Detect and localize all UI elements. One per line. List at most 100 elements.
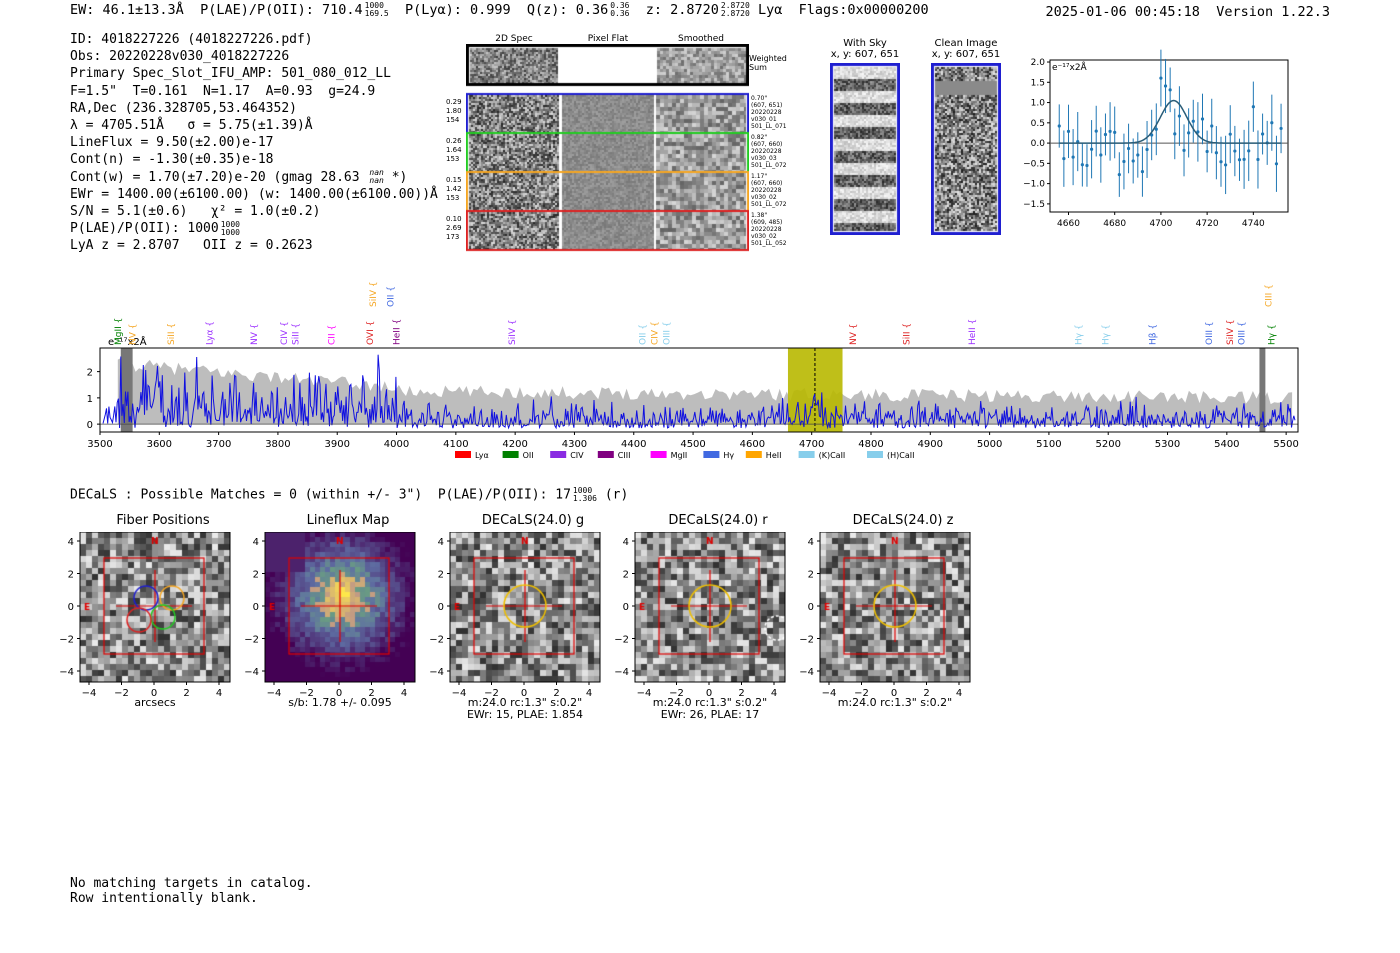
withsky-title: With Sky x, y: 607, 651 (830, 38, 900, 60)
stamp-title: Lineflux Map (306, 513, 390, 528)
stamp-ytick-label: 4 (623, 537, 629, 548)
info-plae-upper: 1000 (220, 219, 240, 229)
emission-line-label: CIV { (280, 321, 290, 345)
stamp-ytick-label: 0 (253, 602, 259, 613)
info-lineflux: LineFlux = 9.50(±2.00)e-17 (70, 135, 274, 151)
z-value: z: 2.8720 (645, 2, 719, 18)
zoom-axes-frame (1049, 59, 1289, 213)
spec-row-fiber-info: 1.17" (607, 660) 20220228 v030_02 501_LL_072 (751, 173, 787, 208)
zoom-data-point (1260, 132, 1265, 136)
emission-line-label: OVI { (366, 321, 376, 345)
zoom-data-point (1099, 153, 1103, 157)
stamp-image (450, 532, 600, 682)
emission-line-label: Hγ { (1101, 324, 1111, 345)
zoom-data-point (1159, 76, 1163, 80)
qz-lower: 0.36 (610, 9, 630, 18)
spec-row-stat: 173 (446, 233, 460, 241)
stamp-frame (264, 532, 416, 683)
spectrum-ytick-label: 2 (87, 368, 93, 379)
zoom-data-point (1154, 127, 1158, 131)
zoom-data-point (1210, 124, 1214, 128)
zoom-xtick-label: 4700 (1149, 219, 1172, 229)
legend-label: MgII (671, 451, 688, 460)
stamp-xtick-label: 4 (586, 688, 592, 699)
spectrum-xtick-label: 4600 (740, 439, 765, 450)
clean-image (931, 63, 1001, 235)
spec-row-fiber-line: 0.82" (751, 134, 768, 141)
col-2dspec-title: 2D Spec (495, 34, 533, 44)
spec-row-stat: 1.64 (446, 146, 462, 154)
stamp-xtick-label: −4 (452, 688, 467, 699)
emission-line-label: NV { (849, 324, 859, 345)
weighted-sum-label: Weighted Sum (749, 54, 787, 72)
info-redshifts: LyA z = 2.8707 OII z = 0.2623 (70, 238, 313, 254)
spec-row-fiber-line: (609, 485) (751, 219, 783, 226)
decals-summary-text: DECaLS : Possible Matches = 0 (within +/… (70, 487, 571, 503)
spec-row-stat: 2.69 (446, 224, 462, 232)
zoom-data-point (1168, 88, 1172, 92)
spec2d-image-grid (466, 44, 749, 254)
stamp-xtick-label: −4 (267, 688, 282, 699)
stamp-ytick-label: 2 (808, 570, 814, 581)
spectrum-xtick-label: 4400 (621, 439, 646, 450)
spec-row-stat: 0.29 (446, 98, 462, 106)
zoom-data-point (1163, 84, 1168, 88)
spectrum-xtick-label: 5100 (1036, 439, 1061, 450)
zoom-xtick-label: 4680 (1103, 219, 1126, 229)
spec-row-fiber-line: 0.70" (751, 95, 768, 102)
spectrum-xtick-label: 4000 (384, 439, 409, 450)
qz-value: Q(z): 0.36 (526, 2, 609, 18)
info-plae-text: P(LAE)/P(OII): 1000 (70, 221, 219, 237)
clean-label: Clean Image (934, 38, 998, 49)
info-lambda: λ = 4705.51Å σ = 5.75(±1.39)Å (70, 118, 313, 134)
masked-region (1259, 348, 1266, 432)
spectrum-xtick-label: 5300 (1155, 439, 1180, 450)
zoom-data-point (1071, 155, 1075, 159)
stamp-ytick-label: 0 (623, 602, 629, 613)
qz-upper: 0.36 (610, 1, 630, 10)
emission-line-label: SiII { (167, 323, 177, 345)
stamp-caption: m:24.0 rc:1.3" s:0.2" EWr: 15, PLAE: 1.85… (450, 697, 600, 721)
emission-line-label: SiIV { (369, 281, 379, 307)
spectrum-ytick-label: 0 (87, 420, 93, 431)
info-obs: Obs: 20220228v030_4018227226 (70, 49, 290, 65)
legend-swatch (745, 451, 762, 458)
stamp-caption-line: m:24.0 rc:1.3" s:0.2" (467, 696, 583, 709)
stamp-ytick-label: −4 (244, 667, 259, 678)
legend-label: Hγ (723, 451, 734, 460)
zoom-spectrum-plot: 2.0 1.5 1.0 0.5 0.0 −0.5 −1.0 −1.5 4660 4680 4700 4… (1023, 49, 1289, 229)
spec-row-stat: 0.10 (446, 215, 462, 223)
emission-line-label: CII { (327, 325, 337, 345)
stamp-ytick-label: −4 (614, 667, 629, 678)
stamp-ytick-label: −2 (799, 635, 814, 646)
stamp-ytick-label: 4 (253, 537, 259, 548)
legend-label: OII (523, 451, 534, 460)
zoom-data-point (1219, 160, 1223, 164)
zoom-ytick-label: 2.0 (1031, 58, 1046, 68)
emission-line-label: Hβ { (1149, 324, 1159, 345)
stamp-caption: s/b: 1.78 +/- 0.095 (265, 697, 415, 709)
spectrum-axes-frame (99, 347, 1299, 433)
stamp-ytick-label: −2 (59, 635, 74, 646)
spec-row-fiber-line: v030_03 (751, 155, 777, 162)
emission-line-label: CIII { (1264, 284, 1274, 307)
z-upper: 2.8720 (720, 1, 750, 10)
zoom-data-point (1242, 157, 1246, 161)
stamp-title: DECaLS(24.0) g (481, 513, 585, 528)
zoom-data-point (1117, 172, 1121, 177)
stamp-ytick-label: −4 (59, 667, 74, 678)
line-id: Lyα (757, 2, 783, 18)
legend-swatch (550, 451, 567, 458)
lineflux-map-image (265, 532, 415, 682)
stamp-xtick-label: 0 (521, 688, 527, 699)
spectrum-xtick-label: 4700 (799, 439, 824, 450)
emission-line-label: MgII { (114, 318, 124, 345)
legend-label: HeII (766, 451, 782, 460)
stamp-ytick-label: 2 (253, 570, 259, 581)
emission-line-label: HeII { (968, 319, 978, 345)
z-lower: 2.8720 (720, 9, 750, 18)
emission-line-label: SiII { (292, 323, 302, 345)
stamp-xtick-label: −2 (669, 688, 684, 699)
gmag-lower: nan (369, 176, 384, 186)
spec-row-fiber-line: 1.38" (751, 212, 768, 219)
